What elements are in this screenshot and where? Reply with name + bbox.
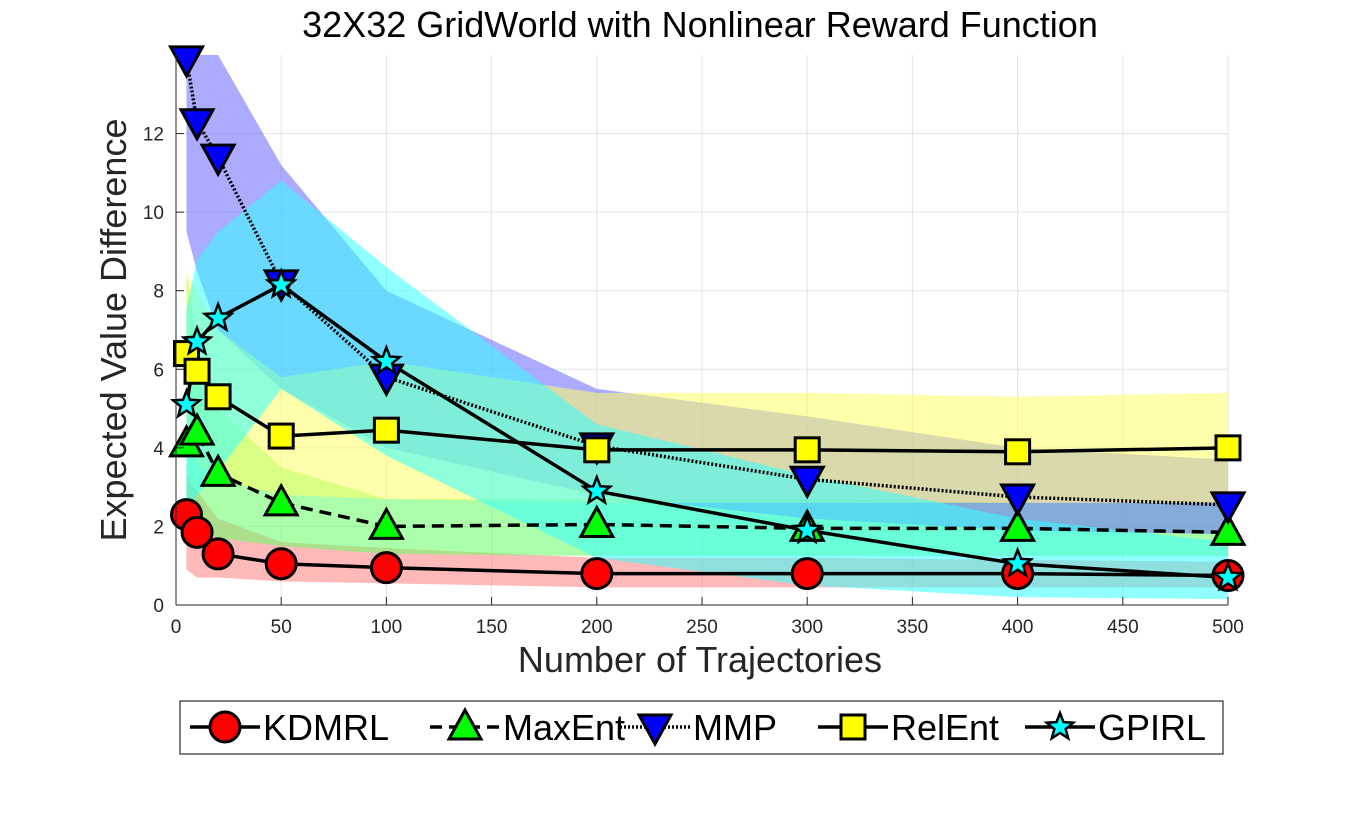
legend-label-gpirl: GPIRL	[1098, 707, 1206, 748]
data-point-relent	[583, 436, 611, 464]
chart-title: 32X32 GridWorld with Nonlinear Reward Fu…	[302, 4, 1098, 45]
series-line-mmp	[184, 58, 1228, 507]
data-point-relent	[1004, 438, 1032, 466]
y-tick-label: 8	[153, 282, 164, 303]
legend-marker-mmp	[636, 713, 674, 748]
data-point-kdmrl	[201, 537, 235, 571]
x-tick-label: 100	[371, 617, 403, 638]
data-point-kdmrl	[264, 547, 298, 581]
legend-marker-gpirl	[1043, 709, 1077, 742]
data-point-gpirl	[790, 512, 824, 545]
y-tick-label: 6	[153, 360, 164, 381]
legend: KDMRL MaxEnt MMP RelEnt GPIRL	[179, 700, 1224, 755]
band-kdmrl	[186, 475, 1228, 588]
y-axis-label: Expected Value Difference	[93, 119, 134, 542]
x-tick-label: 300	[791, 617, 823, 638]
x-tick-label: 50	[271, 617, 292, 638]
data-point-kdmrl	[580, 557, 614, 591]
y-tick-label: 0	[153, 596, 164, 617]
data-point-maxent	[367, 506, 405, 540]
data-point-gpirl	[580, 473, 614, 506]
axes: 0 50 100 150 200 250 300 350 400 450 500 0 2 4 6 8 10 12	[143, 55, 1244, 638]
data-point-maxent	[262, 482, 300, 517]
confidence-bands	[186, 55, 1228, 600]
data-point-relent	[372, 416, 400, 444]
band-gpirl	[186, 180, 1228, 600]
data-point-kdmrl	[180, 515, 214, 549]
data-point-maxent	[999, 508, 1037, 542]
x-tick-label: 250	[686, 617, 718, 638]
legend-marker-relent	[839, 713, 867, 741]
y-tick-label: 2	[153, 517, 164, 538]
legend-label-maxent: MaxEnt	[503, 707, 625, 748]
data-point-mmp	[1209, 491, 1247, 525]
data-point-gpirl	[264, 267, 298, 299]
data-point-kdmrl	[369, 551, 403, 585]
legend-label-kdmrl: KDMRL	[263, 707, 389, 748]
x-tick-label: 350	[897, 617, 929, 638]
data-point-maxent	[578, 504, 616, 538]
series-markers	[167, 45, 1247, 593]
x-tick-label: 400	[1002, 617, 1034, 638]
data-point-gpirl	[180, 324, 214, 356]
x-axis-label: Number of Trajectories	[518, 639, 882, 680]
data-point-relent	[204, 383, 232, 411]
data-point-mmp	[167, 45, 206, 80]
data-point-relent	[1214, 434, 1242, 462]
legend-marker-kdmrl	[208, 710, 242, 744]
x-tick-label: 0	[171, 617, 182, 638]
data-point-gpirl	[1211, 560, 1245, 592]
y-tick-label: 12	[143, 125, 164, 146]
data-point-maxent	[199, 453, 237, 487]
legend-label-mmp: MMP	[693, 707, 777, 748]
data-point-maxent	[178, 412, 216, 446]
y-tick-label: 4	[153, 439, 164, 460]
y-tick-label: 10	[143, 203, 164, 224]
data-point-gpirl	[369, 343, 404, 376]
data-point-mmp	[178, 108, 216, 142]
data-point-relent	[183, 357, 211, 385]
data-point-relent	[267, 422, 295, 450]
x-tick-label: 500	[1212, 617, 1244, 638]
data-point-mmp	[788, 465, 826, 500]
data-point-gpirl	[201, 300, 235, 333]
data-point-relent	[793, 436, 821, 464]
data-point-mmp	[999, 483, 1037, 518]
x-tick-label: 150	[476, 617, 508, 638]
data-point-maxent	[1209, 512, 1247, 546]
legend-label-relent: RelEnt	[891, 707, 999, 748]
data-point-mmp	[199, 143, 237, 178]
legend-marker-maxent	[446, 706, 484, 741]
data-point-gpirl	[1000, 546, 1035, 578]
x-tick-label: 200	[581, 617, 613, 638]
x-tick-label: 450	[1107, 617, 1139, 638]
data-point-kdmrl	[790, 557, 824, 591]
